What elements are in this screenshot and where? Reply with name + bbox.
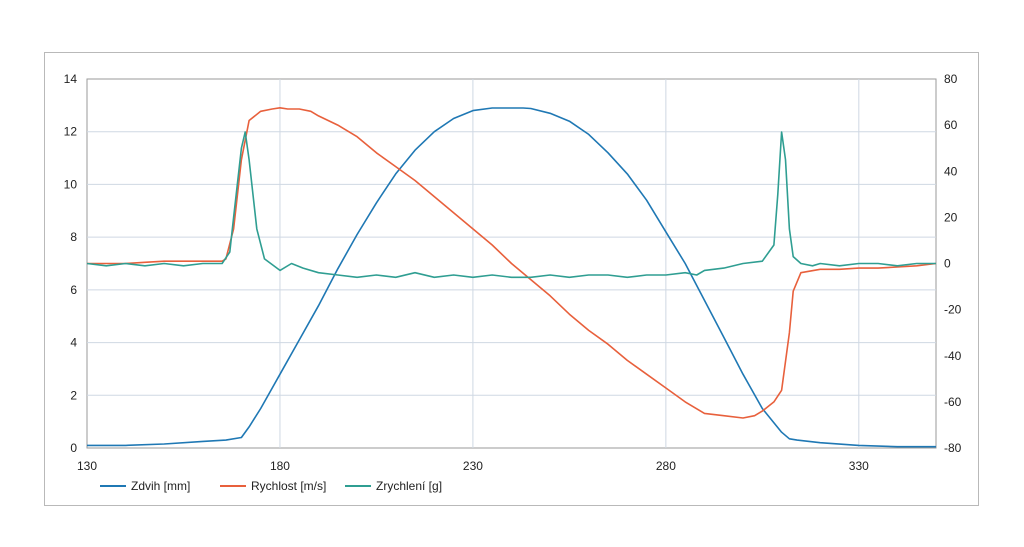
x-tick-label: 130: [77, 459, 97, 473]
x-tick-label: 230: [463, 459, 483, 473]
legend-label: Zdvih [mm]: [131, 479, 190, 493]
series-line-1: [87, 107, 936, 448]
y2-tick-label: -60: [944, 395, 962, 409]
chart-frame: 130 180 230 280 330 0 2 4 6 8 10 12 14 -80 -60 -40 -20 0 2…: [44, 52, 979, 506]
y2-tick-label: 40: [944, 164, 958, 178]
series-line-3: [86, 131, 936, 279]
y2-tick-label: -20: [944, 303, 962, 317]
y2-tick-label: -40: [944, 349, 962, 363]
y-tick-label: 0: [70, 441, 77, 455]
y2-tick-label: 60: [944, 118, 958, 132]
y-tick-label: 6: [70, 283, 77, 297]
y2-tick-label: 80: [944, 72, 958, 86]
y2-tick-label: 0: [944, 257, 951, 271]
series-lines: [86, 106, 937, 448]
legend: Zdvih [mm] Rychlost [m/s] Zrychlení [g]: [100, 479, 442, 493]
series-line-2: [87, 106, 937, 419]
y-tick-label: 8: [70, 230, 77, 244]
x-tick-label: 280: [656, 459, 676, 473]
y-tick-label: 4: [70, 336, 77, 350]
legend-label: Zrychlení [g]: [376, 479, 442, 493]
x-tick-label: 330: [849, 459, 869, 473]
y-tick-label: 2: [70, 388, 77, 402]
y-tick-label: 12: [64, 125, 78, 139]
y2-tick-label: -80: [944, 441, 962, 455]
y-tick-label: 10: [64, 177, 78, 191]
axes: 130 180 230 280 330 0 2 4 6 8 10 12 14 -80 -60 -40 -20 0 2…: [64, 72, 962, 473]
x-tick-label: 180: [270, 459, 290, 473]
y2-tick-label: 20: [944, 210, 958, 224]
y-tick-label: 14: [64, 72, 78, 86]
line-chart: 130 180 230 280 330 0 2 4 6 8 10 12 14 -80 -60 -40 -20 0 2…: [64, 72, 962, 493]
legend-label: Rychlost [m/s]: [251, 479, 326, 493]
